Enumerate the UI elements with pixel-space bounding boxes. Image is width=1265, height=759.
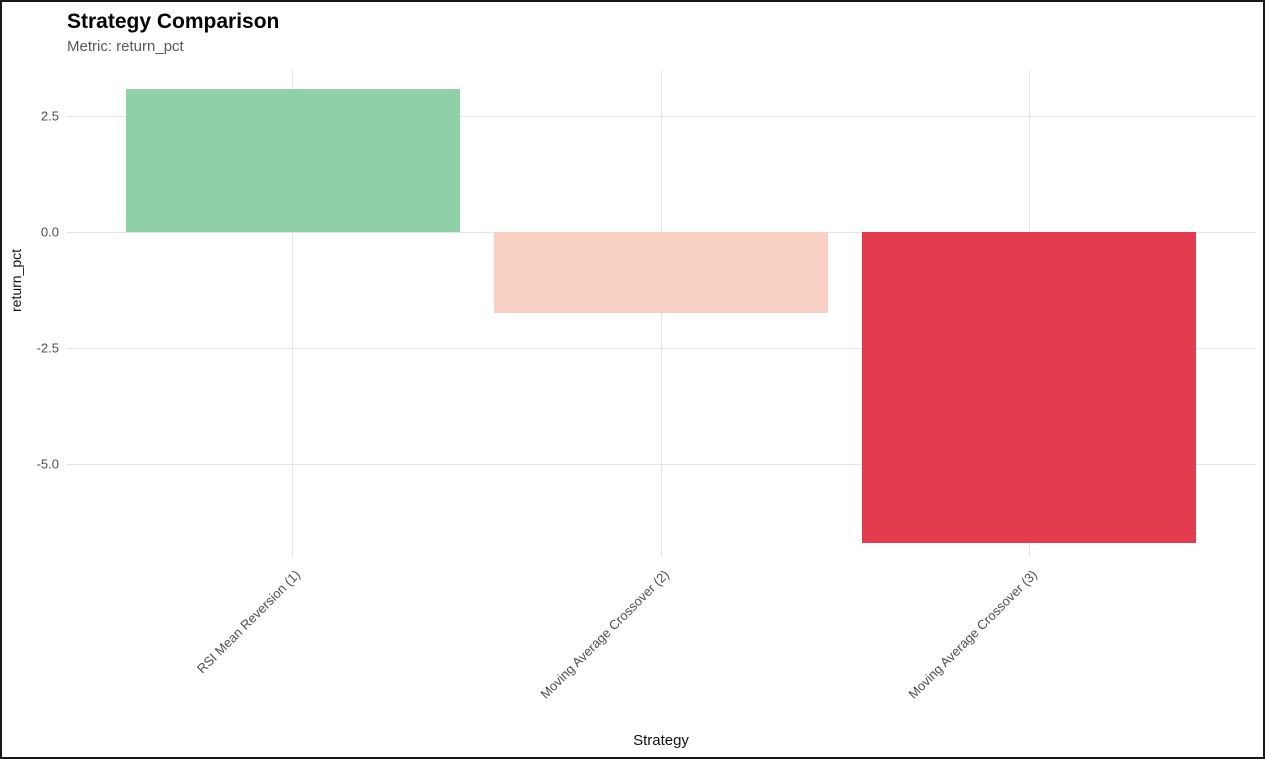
vertical-gridline [292,70,294,557]
vertical-gridline [660,70,662,557]
bar-moving-average-crossover-2 [494,232,828,314]
y-tick-label: 0.0 [40,224,59,240]
chart-subtitle: Metric: return_pct [67,38,184,55]
x-axis-title: Strategy [633,732,689,749]
y-axis-title: return_pct [8,248,24,312]
x-tick-label: Moving Average Crossover (3) [905,567,1040,702]
bar-rsi-mean-reversion-1 [125,88,460,233]
horizontal-gridline [67,347,1255,349]
chart-title: Strategy Comparison [67,10,280,33]
horizontal-gridline [67,463,1255,465]
plot-panel [67,70,1255,557]
horizontal-gridline [67,115,1255,117]
bar-moving-average-crossover-3 [862,232,1197,544]
x-tick-label: Moving Average Crossover (2) [537,567,672,702]
y-tick-label: -5.0 [36,456,59,472]
x-tick-label: RSI Mean Reversion (1) [194,567,304,677]
y-tick-label: -2.5 [36,340,59,356]
y-tick-label: 2.5 [40,108,59,124]
